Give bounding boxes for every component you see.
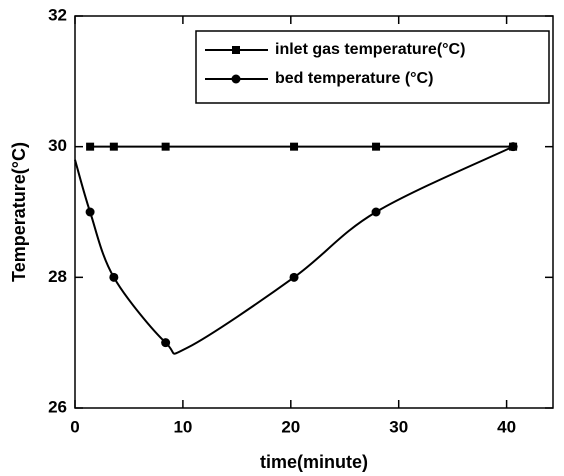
legend-box (195, 30, 550, 104)
plot-frame (74, 15, 554, 409)
marker (85, 207, 95, 217)
legend-marker (231, 74, 241, 84)
y-tick-label: 30 (48, 136, 67, 155)
legend-marker (232, 46, 240, 54)
marker (109, 272, 119, 282)
y-tick-label: 32 (48, 5, 67, 24)
legend-label: inlet gas temperature(°C) (275, 41, 465, 58)
x-tick-label: 10 (173, 417, 192, 436)
x-axis-label: time(minute) (260, 452, 368, 472)
y-tick-label: 28 (48, 267, 67, 286)
marker (289, 272, 299, 282)
marker (86, 142, 95, 151)
x-tick-label: 30 (389, 417, 408, 436)
y-axis-label: Temperature(°C) (9, 142, 29, 282)
marker (371, 207, 381, 217)
marker (161, 338, 171, 348)
marker (372, 142, 381, 151)
x-tick-label: 40 (497, 417, 516, 436)
x-tick-label: 20 (281, 417, 300, 436)
series-line (74, 145, 514, 355)
marker (109, 142, 118, 151)
marker (508, 142, 518, 152)
x-tick-label: 0 (70, 417, 79, 436)
marker (161, 142, 170, 151)
legend-label: bed temperature (°C) (275, 70, 433, 87)
marker (290, 142, 299, 151)
y-tick-label: 26 (48, 397, 67, 416)
